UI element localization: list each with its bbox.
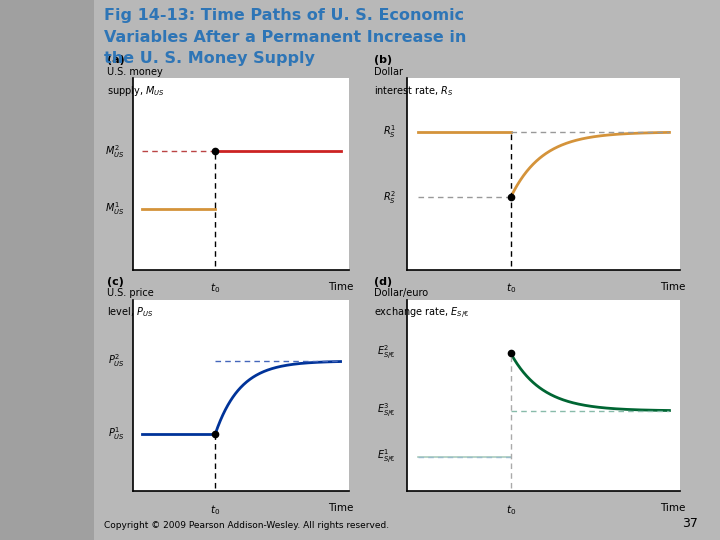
Text: (a): (a) [107,55,125,65]
Text: $E^1_{S/€}$: $E^1_{S/€}$ [377,448,396,466]
Text: Time: Time [660,503,686,513]
Text: the U. S. Money Supply: the U. S. Money Supply [104,51,315,66]
Text: Dollar: Dollar [374,67,403,77]
Text: Time: Time [660,281,686,292]
Text: Fig 14-13: Time Paths of U. S. Economic: Fig 14-13: Time Paths of U. S. Economic [104,8,464,23]
Text: U.S. price: U.S. price [107,288,154,298]
Text: $E^2_{S/€}$: $E^2_{S/€}$ [377,345,396,362]
Text: 37: 37 [683,517,698,530]
Text: (b): (b) [374,55,392,65]
Text: $t_0$: $t_0$ [505,281,516,295]
Text: $R^1_S$: $R^1_S$ [383,124,396,140]
Text: interest rate, $R_S$: interest rate, $R_S$ [374,84,454,98]
Text: $P^1_{US}$: $P^1_{US}$ [107,426,125,442]
Text: $R^2_S$: $R^2_S$ [383,189,396,206]
Text: Copyright © 2009 Pearson Addison-Wesley. All rights reserved.: Copyright © 2009 Pearson Addison-Wesley.… [104,521,390,530]
Text: Time: Time [328,281,354,292]
Text: $t_0$: $t_0$ [505,503,516,517]
Text: $P^2_{US}$: $P^2_{US}$ [107,353,125,369]
Text: $M^1_{US}$: $M^1_{US}$ [105,200,125,217]
Text: exchange rate, $E_{S/€}$: exchange rate, $E_{S/€}$ [374,306,469,321]
Text: supply, $M_{US}$: supply, $M_{US}$ [107,84,165,98]
Text: (d): (d) [374,276,392,287]
Text: $E^3_{S/€}$: $E^3_{S/€}$ [377,402,396,420]
Text: (c): (c) [107,276,124,287]
Text: level, $P_{US}$: level, $P_{US}$ [107,306,153,319]
Text: U.S. money: U.S. money [107,67,163,77]
Text: Time: Time [328,503,354,513]
Text: Dollar/euro: Dollar/euro [374,288,428,298]
Text: $t_0$: $t_0$ [210,281,220,295]
Text: Variables After a Permanent Increase in: Variables After a Permanent Increase in [104,30,467,45]
Text: $M^2_{US}$: $M^2_{US}$ [105,143,125,159]
Text: $t_0$: $t_0$ [210,503,220,517]
